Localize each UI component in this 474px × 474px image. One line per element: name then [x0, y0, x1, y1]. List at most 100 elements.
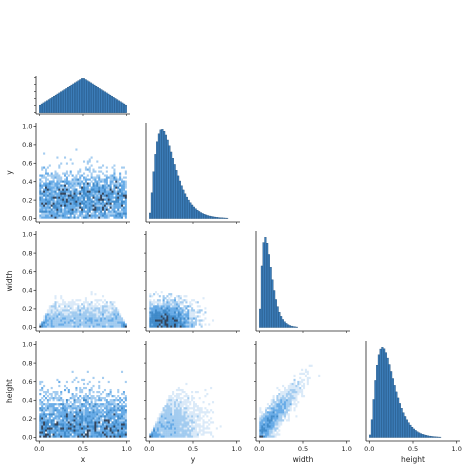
density-cell [98, 307, 101, 310]
density-cell [48, 190, 51, 193]
density-cell [261, 433, 264, 436]
density-cell [282, 397, 285, 400]
density-cell [191, 397, 194, 400]
density-cell [75, 204, 78, 207]
density-cell [103, 435, 106, 438]
density-cell [172, 435, 175, 438]
density-cell [291, 386, 294, 390]
density-cell [54, 196, 57, 199]
density-cell [52, 188, 55, 191]
density-cell [50, 208, 53, 211]
density-cell [295, 393, 298, 396]
density-cell [175, 435, 178, 438]
density-cell [172, 401, 175, 404]
density-cell [175, 411, 178, 414]
density-cell [88, 325, 91, 328]
density-cell [183, 295, 186, 298]
density-cell [122, 431, 125, 434]
density-cell [100, 299, 103, 302]
density-cell [103, 192, 106, 195]
density-cell [113, 208, 116, 211]
density-cell [44, 216, 48, 219]
density-cell [67, 305, 70, 308]
density-cell [185, 317, 188, 320]
density-cell [60, 188, 63, 191]
density-cell [191, 411, 194, 414]
density-cell [79, 194, 82, 197]
density-cell [73, 180, 76, 183]
density-cell [119, 317, 122, 320]
density-cell [77, 405, 80, 408]
density-cell [44, 194, 48, 197]
density-cell [109, 423, 112, 426]
density-cell [284, 388, 287, 392]
density-cell [168, 435, 171, 438]
density-cell [98, 190, 101, 193]
density-cell [170, 315, 173, 318]
density-cell [98, 170, 101, 173]
density-cell [44, 208, 48, 211]
density-cell [119, 407, 122, 410]
density-cell [215, 427, 218, 430]
density-cell [39, 182, 42, 185]
hist-bar-x [86, 80, 89, 113]
density-cell [71, 196, 74, 199]
density-cell [303, 378, 306, 382]
x-axis-label-x: x [81, 455, 86, 464]
density-cell [107, 393, 110, 396]
density-cell [119, 202, 122, 205]
density-cell [58, 411, 61, 414]
density-cell [107, 319, 110, 322]
density-cell [96, 311, 99, 314]
hist-width [259, 237, 298, 328]
density-cell [71, 204, 74, 207]
density-cell [60, 419, 63, 422]
density-cell [287, 401, 290, 404]
hist-bar-height [430, 436, 433, 438]
density-cell [183, 321, 186, 324]
density-cell [175, 325, 178, 328]
density-cell [48, 188, 51, 191]
density-cell [79, 307, 82, 310]
density-cell [122, 421, 125, 424]
density-cell [52, 196, 55, 199]
hist-bar-height [383, 348, 386, 438]
density-cell [210, 386, 213, 390]
density-cell [75, 319, 78, 322]
density-cell [122, 321, 125, 324]
density-cell [156, 307, 159, 310]
density-cell [172, 303, 175, 306]
density-cell [124, 192, 127, 195]
density-cell [94, 435, 97, 438]
density-cell [193, 405, 196, 408]
density-cell [88, 397, 91, 400]
density-cell [56, 417, 59, 420]
density-cell [119, 413, 122, 416]
density-cell [84, 182, 87, 185]
density-cell [117, 325, 120, 328]
density-cell [177, 299, 180, 302]
x-axis-label-y: y [191, 455, 196, 464]
density-cell [83, 186, 86, 189]
density-cell [119, 174, 122, 177]
density-cell [109, 180, 112, 183]
density-cell [115, 421, 118, 424]
density-cell [60, 391, 63, 394]
density-cell [117, 319, 120, 322]
density-cell [62, 196, 65, 199]
density-cell [71, 370, 74, 373]
density-cell [88, 429, 91, 432]
density-cell [54, 188, 57, 191]
density-cell [98, 166, 101, 169]
density-cell [175, 409, 178, 412]
density-cell [204, 323, 207, 326]
density-cell [293, 403, 296, 406]
density-cell [77, 313, 80, 316]
density-cell [83, 307, 86, 310]
density-cell [103, 212, 106, 215]
density-cell [289, 399, 292, 402]
density-cell [301, 393, 304, 396]
density-cell [46, 323, 49, 326]
density-cell [119, 200, 122, 203]
density-cell [67, 417, 70, 420]
